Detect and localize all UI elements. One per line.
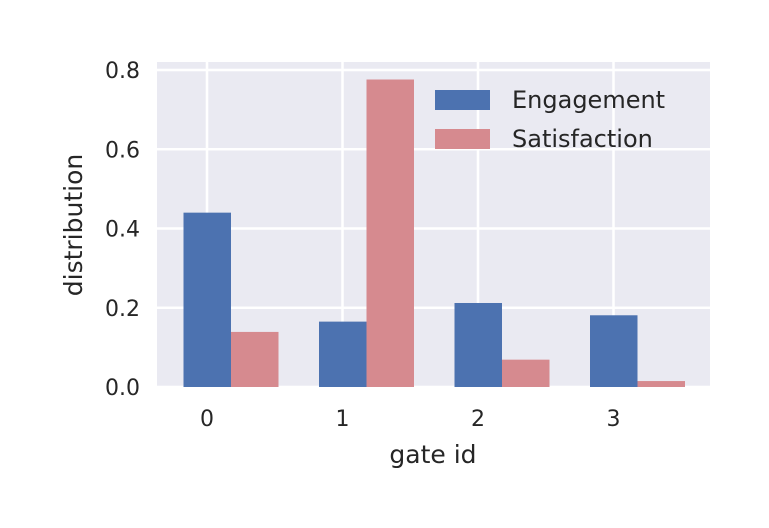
bar-engagement-2	[454, 302, 502, 387]
bar-engagement-3	[590, 315, 638, 387]
legend-label-satisfaction: Satisfaction	[512, 125, 653, 153]
y-tick-label: 0.4	[105, 218, 140, 243]
bar-engagement-1	[319, 321, 367, 387]
y-tick-labels: 0.0 0.2 0.4 0.6 0.8	[105, 59, 140, 401]
legend: Engagement Satisfaction	[435, 86, 665, 153]
bar-satisfaction-1	[366, 79, 414, 387]
y-tick-label: 0.2	[105, 297, 140, 322]
x-tick-label: 0	[200, 407, 214, 432]
legend-swatch-satisfaction	[435, 129, 490, 149]
legend-swatch-engagement	[435, 90, 490, 110]
bars	[183, 79, 685, 387]
x-tick-label: 1	[336, 407, 350, 432]
bar-satisfaction-3	[637, 381, 685, 387]
y-axis-label: distribution	[59, 154, 88, 296]
y-tick-label: 0.8	[105, 59, 140, 84]
bar-satisfaction-0	[231, 331, 279, 387]
x-axis-label: gate id	[389, 440, 476, 469]
y-tick-label: 0.6	[105, 138, 140, 163]
x-tick-label: 3	[607, 407, 621, 432]
legend-label-engagement: Engagement	[512, 86, 665, 114]
x-tick-labels: 0 1 2 3	[200, 407, 621, 432]
x-tick-label: 2	[471, 407, 485, 432]
y-tick-label: 0.0	[105, 376, 140, 401]
bar-engagement-0	[183, 212, 231, 387]
bar-satisfaction-2	[502, 359, 550, 387]
